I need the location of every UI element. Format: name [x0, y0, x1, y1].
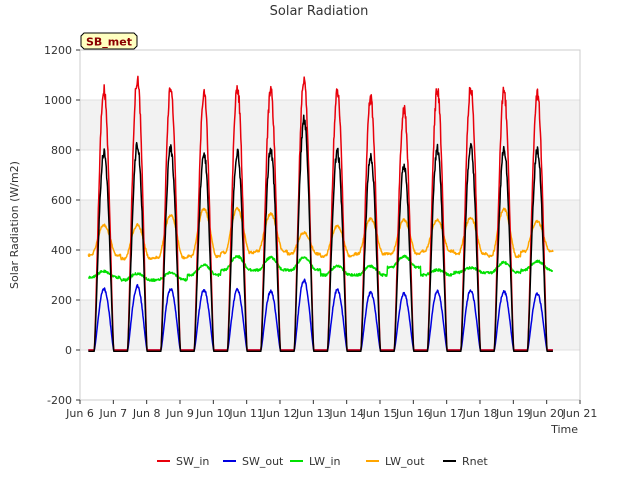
- x-axis-label: Time: [550, 423, 578, 436]
- legend-label: Rnet: [462, 455, 488, 468]
- series-lines: [87, 75, 554, 352]
- legend-label: SW_in: [176, 455, 209, 468]
- annotation-label: SB_met: [86, 36, 132, 49]
- series-line-rnet: [88, 114, 554, 352]
- x-tick-label: Jun 20: [528, 407, 564, 420]
- x-tick-label: Jun 6: [65, 407, 94, 420]
- y-tick-label: 400: [51, 244, 72, 257]
- x-tick-label: Jun 15: [362, 407, 398, 420]
- y-tick-label: 800: [51, 144, 72, 157]
- series-line-sw-in: [88, 75, 554, 351]
- y-axis-ticks: -200 0 200 400 600 800 1000 1200: [44, 44, 80, 407]
- chart-title: Solar Radiation: [270, 4, 369, 19]
- legend-label: LW_in: [309, 455, 341, 468]
- legend-label: LW_out: [385, 455, 425, 468]
- x-tick-label: Jun 17: [428, 407, 464, 420]
- annotation-box: SB_met: [80, 32, 138, 50]
- grid-band: [80, 150, 580, 200]
- x-tick-label: Jun 13: [295, 407, 331, 420]
- x-tick-label: Jun 11: [228, 407, 264, 420]
- grid-band: [80, 350, 580, 400]
- grid-band: [80, 50, 580, 100]
- x-tick-label: Jun 9: [165, 407, 194, 420]
- y-axis-label: Solar Radiation (W/m2): [8, 161, 21, 289]
- plot-frame: [79, 49, 581, 401]
- x-tick-label: Jun 12: [262, 407, 298, 420]
- x-tick-label: Jun 14: [328, 407, 364, 420]
- x-tick-label: Jun 19: [495, 407, 531, 420]
- y-tick-label: 600: [51, 194, 72, 207]
- x-tick-label: Jun 16: [395, 407, 431, 420]
- grid-band: [80, 100, 580, 150]
- legend-label: SW_out: [242, 455, 284, 468]
- x-tick-label: Jun 21: [562, 407, 598, 420]
- x-tick-label: Jun 10: [195, 407, 231, 420]
- y-tick-label: 1200: [44, 44, 72, 57]
- legend: SW_in SW_out LW_in LW_out Rnet: [157, 455, 488, 468]
- x-tick-label: Jun 8: [132, 407, 161, 420]
- y-tick-label: -200: [47, 394, 72, 407]
- y-tick-label: 0: [65, 344, 72, 357]
- x-tick-label: Jun 7: [98, 407, 127, 420]
- series-line-lw-in: [87, 254, 554, 282]
- x-tick-label: Jun 18: [462, 407, 498, 420]
- y-tick-label: 200: [51, 294, 72, 307]
- y-tick-label: 1000: [44, 94, 72, 107]
